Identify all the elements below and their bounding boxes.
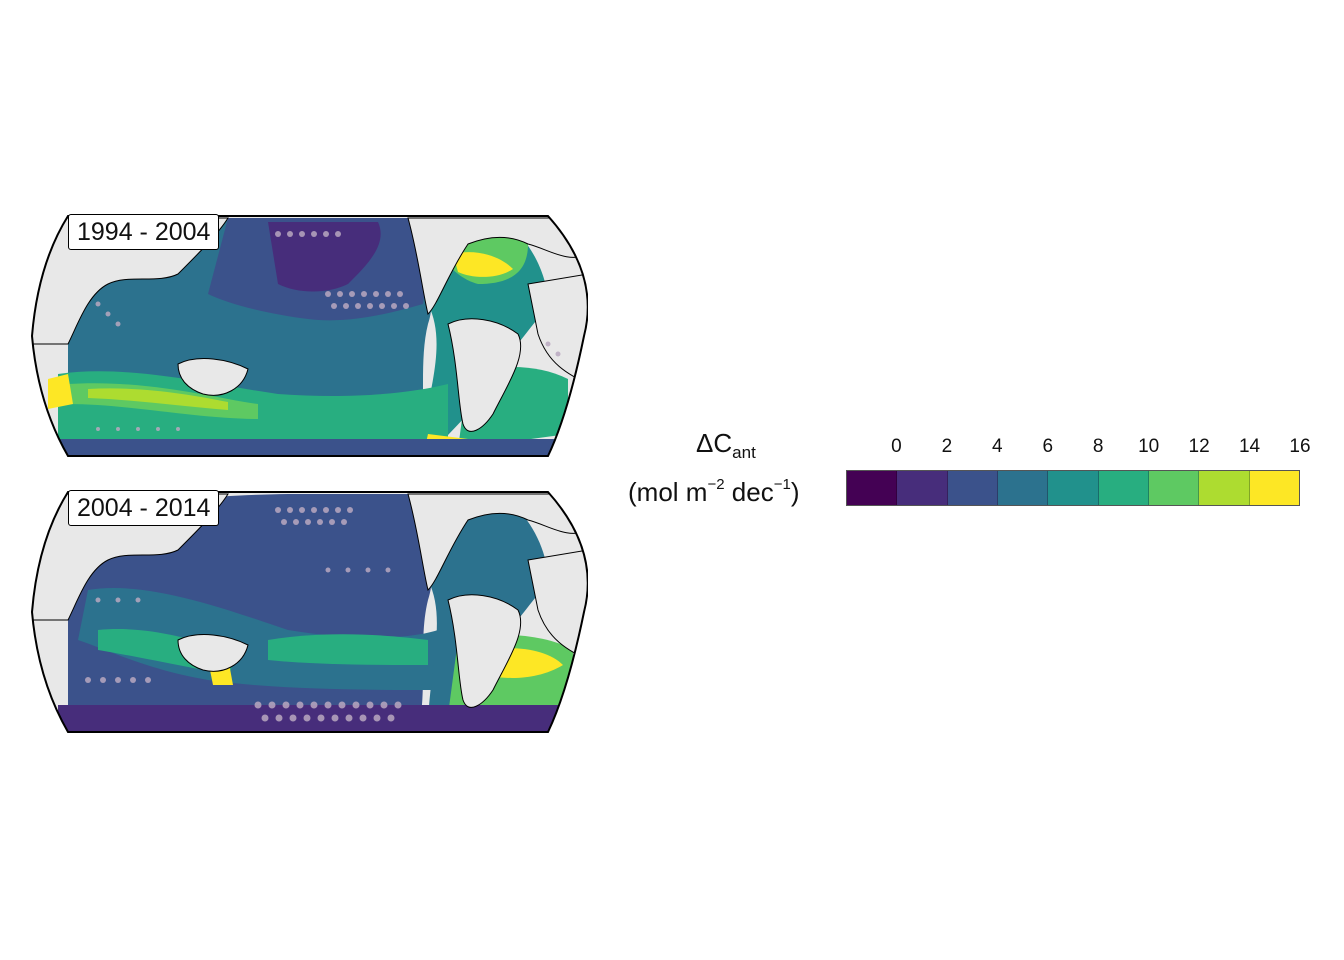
colorbar-segment — [1249, 471, 1299, 505]
legend-unit-prefix: (mol m — [628, 477, 708, 507]
colorbar-segment — [1148, 471, 1200, 505]
colorbar-tick-label: 2 — [941, 436, 953, 457]
colorbar-segment — [997, 471, 1049, 505]
legend-title-symbol: ΔC — [696, 428, 733, 458]
colorbar-segment — [1199, 471, 1250, 505]
map-2004-2014 — [30, 491, 588, 733]
map-panel-2004-2014: 2004 - 2014 — [28, 490, 588, 734]
legend-title-subscript: ant — [732, 443, 756, 462]
colorbar-segment — [897, 471, 948, 505]
panel-label: 2004 - 2014 — [68, 490, 220, 526]
colorbar-segment — [1098, 471, 1149, 505]
colorbar-tick-label: 12 — [1188, 436, 1210, 457]
colorbar-tick-label: 10 — [1138, 436, 1160, 457]
legend-unit: (mol m−2 dec−1) — [628, 476, 799, 508]
legend-unit-mid: dec — [724, 477, 774, 507]
legend-unit-exp1: −2 — [707, 476, 725, 493]
colorbar-segment — [847, 471, 898, 505]
legend-unit-exp2: −1 — [773, 476, 791, 493]
colorbar-tick-label: 6 — [1042, 436, 1054, 457]
map-panel-1994-2004: 1994 - 2004 — [28, 214, 588, 458]
colorbar-ticks: 0 2 4 6 8 10 12 14 16 — [846, 436, 1310, 460]
colorbar-tick-label: 8 — [1092, 436, 1104, 457]
colorbar-tick-label: 4 — [992, 436, 1003, 457]
colorbar-tick-label: 16 — [1289, 436, 1311, 457]
colorbar-segment — [1048, 471, 1099, 505]
map-1994-2004 — [30, 215, 588, 457]
legend-title: ΔCant — [696, 428, 756, 463]
legend-unit-suffix: ) — [790, 477, 800, 507]
panel-label: 1994 - 2004 — [68, 214, 220, 250]
colorbar-tick-label: 14 — [1238, 436, 1261, 457]
colorbar — [846, 470, 1300, 506]
color-legend: ΔCant (mol m−2 dec−1) 0 2 4 6 8 10 12 14 16 — [620, 420, 1320, 530]
colorbar-tick-label: 0 — [891, 436, 902, 457]
colorbar-segment — [947, 471, 998, 505]
